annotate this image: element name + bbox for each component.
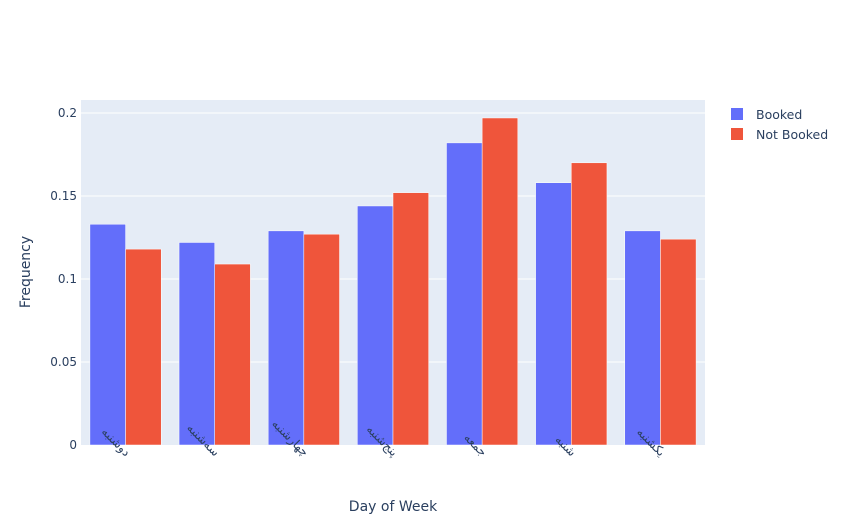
y-tick-label: 0.1 [58,272,77,286]
bar-booked[interactable] [624,230,661,446]
legend-label: Booked [756,107,802,122]
legend[interactable]: Booked Not Booked [731,107,828,142]
y-tick-label: 0.15 [50,189,77,203]
bar-booked[interactable] [357,205,394,446]
x-axis-title: Day of Week [349,499,438,515]
bar-not-booked[interactable] [125,248,162,446]
bar-not-booked[interactable] [214,263,251,446]
y-axis-ticks: 0 0.05 0.1 0.15 0.2 [50,106,77,452]
legend-label: Not Booked [756,127,828,142]
bar-not-booked[interactable] [571,162,608,446]
bar-not-booked[interactable] [303,233,340,446]
bar-not-booked[interactable] [660,238,697,446]
y-axis-title: Frequency [18,236,34,308]
bars [89,117,697,446]
bar-booked[interactable] [446,142,483,446]
legend-item[interactable]: Booked [731,107,802,122]
y-tick-label: 0.05 [50,355,77,369]
bar-booked[interactable] [267,230,305,446]
y-tick-label: 0 [69,438,77,452]
bar-not-booked[interactable] [392,192,429,446]
bar-booked[interactable] [178,242,215,446]
bar-booked[interactable] [89,223,126,446]
legend-swatch [731,128,743,140]
bar-booked[interactable] [535,182,572,446]
legend-swatch [731,108,743,120]
legend-item[interactable]: Not Booked [731,127,828,142]
bar-not-booked[interactable] [481,117,519,446]
y-tick-label: 0.2 [58,106,77,120]
